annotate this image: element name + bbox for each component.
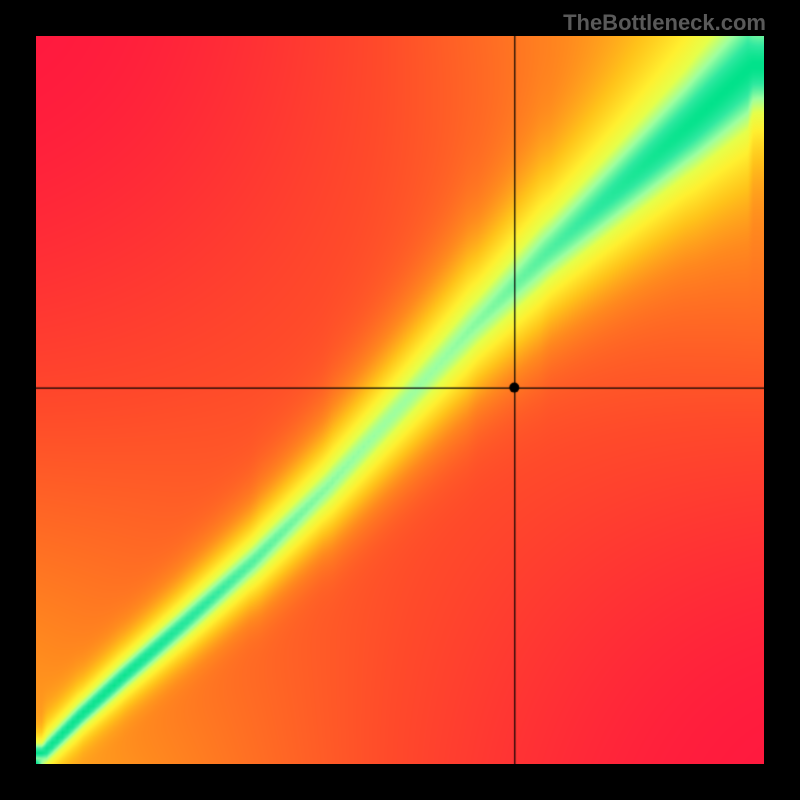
watermark-text: TheBottleneck.com — [563, 10, 766, 36]
plot-stage — [36, 36, 764, 764]
bottleneck-heatmap — [36, 36, 764, 764]
